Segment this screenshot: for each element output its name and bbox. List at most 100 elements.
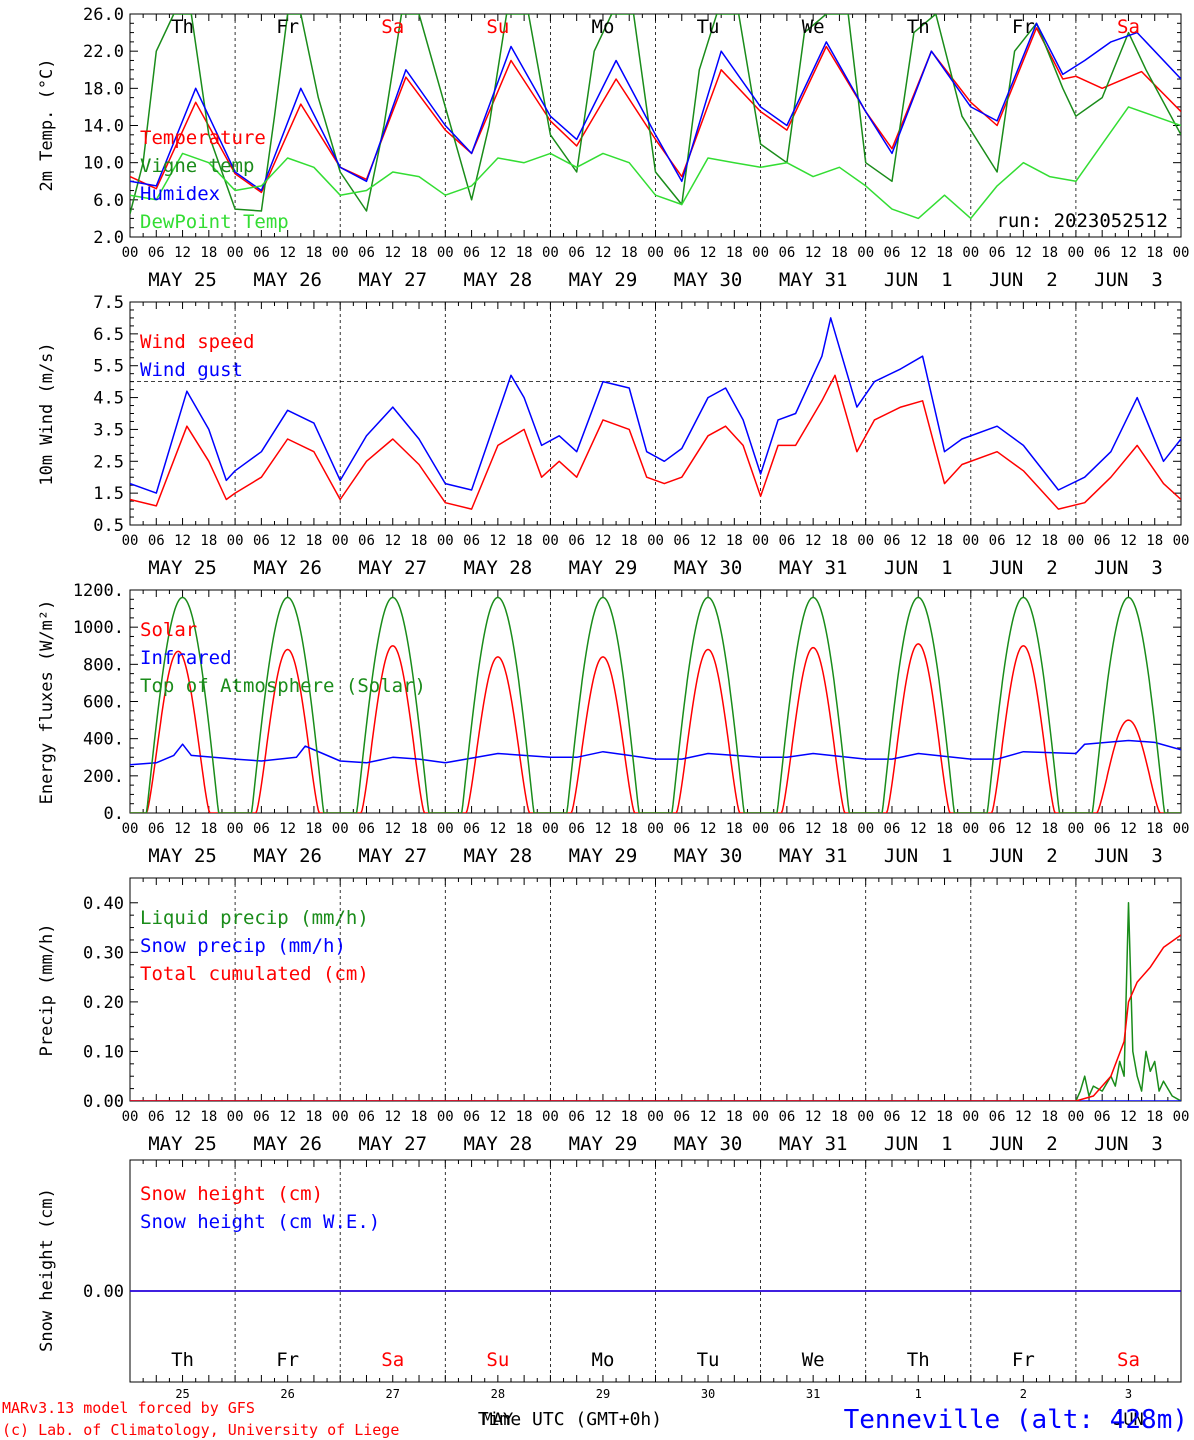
hour-label: 18 <box>726 1109 743 1125</box>
panel-energy: 0. 200. 400. 600. 800. 1000. 1200. Energy fluxe… <box>37 581 1189 867</box>
date-label: JUN 3 <box>1094 269 1163 291</box>
hour-label: 12 <box>279 245 296 261</box>
day-name-label: Su <box>486 1349 509 1371</box>
legend-entry: Top of Atmosphere (Solar) <box>140 675 426 697</box>
hour-label: 18 <box>831 821 848 837</box>
day-name-label: Th <box>907 16 930 38</box>
date-label: MAY 31 <box>779 557 848 579</box>
hour-label: 18 <box>411 533 428 549</box>
hour-label: 18 <box>1146 1109 1163 1125</box>
y-tick-label: 26.0 <box>83 5 124 25</box>
hour-label: 18 <box>305 533 322 549</box>
date-label: MAY 27 <box>358 269 427 291</box>
day-name-label: Th <box>171 16 194 38</box>
day-number-label: 28 <box>491 1387 505 1401</box>
y-axis-label: Energy fluxes (W/m²) <box>37 600 57 805</box>
hour-label: 06 <box>253 1109 270 1125</box>
hour-label: 06 <box>148 245 165 261</box>
day-number-label: 26 <box>280 1387 294 1401</box>
hour-label: 06 <box>989 1109 1006 1125</box>
hour-label: 00 <box>647 245 664 261</box>
hour-label: 06 <box>1094 821 1111 837</box>
series-line-liquid-precip-mm-h- <box>130 902 1181 1101</box>
y-tick-label: 14.0 <box>83 117 124 137</box>
legend-entry: Wind speed <box>140 331 254 353</box>
y-tick-label: 4.5 <box>93 389 124 409</box>
hour-label: 00 <box>227 1109 244 1125</box>
date-label: MAY 29 <box>569 557 638 579</box>
hour-label: 06 <box>673 533 690 549</box>
date-label: JUN 1 <box>884 557 953 579</box>
day-name-label: Mo <box>592 1349 615 1371</box>
hour-label: 06 <box>568 245 585 261</box>
hour-label: 18 <box>831 1109 848 1125</box>
y-tick-label: 6.0 <box>93 191 124 211</box>
hour-label: 12 <box>1120 821 1137 837</box>
hour-label: 00 <box>332 1109 349 1125</box>
y-tick-label: 0.30 <box>83 943 124 963</box>
panel-precip: 0.00 0.10 0.20 0.30 0.40 Precip (mm/h) 00 06 12 1… <box>37 877 1189 1155</box>
date-label: MAY 31 <box>779 1133 848 1155</box>
date-label: JUN 1 <box>884 269 953 291</box>
hour-label: 18 <box>1041 245 1058 261</box>
hour-label: 06 <box>673 821 690 837</box>
hour-label: 12 <box>910 821 927 837</box>
date-label: MAY 28 <box>464 1133 533 1155</box>
hour-label: 00 <box>437 533 454 549</box>
hour-label: 00 <box>647 821 664 837</box>
hour-label: 12 <box>174 533 191 549</box>
hour-label: 00 <box>1173 821 1190 837</box>
hour-label: 18 <box>621 821 638 837</box>
day-name-label: Fr <box>1012 1349 1035 1371</box>
hour-label: 12 <box>910 245 927 261</box>
y-tick-label: 200. <box>83 767 124 787</box>
legend-entry: Liquid precip (mm/h) <box>140 907 369 929</box>
date-label: JUN 3 <box>1094 1133 1163 1155</box>
hour-label: 18 <box>411 1109 428 1125</box>
hour-label: 00 <box>752 245 769 261</box>
day-name-label: Fr <box>1012 16 1035 38</box>
hour-label: 06 <box>1094 1109 1111 1125</box>
hour-label: 12 <box>700 1109 717 1125</box>
series-line-infrared <box>130 739 1181 766</box>
date-label: MAY 28 <box>464 269 533 291</box>
y-tick-label: 7.5 <box>93 293 124 313</box>
panel-temp: 2.0 6.0 10.0 14.0 18.0 22.0 26.0 2m Temp. (°C) 0… <box>37 5 1189 291</box>
date-label: MAY 25 <box>148 1133 217 1155</box>
hour-label: 12 <box>1015 821 1032 837</box>
hour-label: 06 <box>989 245 1006 261</box>
hour-label: 12 <box>489 533 506 549</box>
hour-label: 18 <box>200 533 217 549</box>
hour-label: 18 <box>1146 533 1163 549</box>
hour-label: 06 <box>253 533 270 549</box>
hour-label: 18 <box>1041 821 1058 837</box>
day-name-label: Sa <box>381 1349 404 1371</box>
hour-label: 00 <box>542 821 559 837</box>
series-line-wind-speed <box>130 374 1181 510</box>
legend-entry: DewPoint Temp <box>140 211 289 233</box>
run-annotation: run: 2023052512 <box>996 210 1168 232</box>
legend-entry: Vigne temp <box>140 155 254 177</box>
hour-label: 06 <box>358 821 375 837</box>
hour-label: 00 <box>752 533 769 549</box>
hour-label: 00 <box>227 533 244 549</box>
hour-label: 00 <box>1067 533 1084 549</box>
hour-label: 00 <box>962 821 979 837</box>
hour-label: 12 <box>805 533 822 549</box>
hour-label: 12 <box>174 821 191 837</box>
credit-line-2: (c) Lab. of Climatology, University of L… <box>2 1421 399 1439</box>
hour-label: 06 <box>884 245 901 261</box>
hour-label: 06 <box>673 1109 690 1125</box>
legend-entry: Infrared <box>140 647 232 669</box>
hour-label: 00 <box>857 245 874 261</box>
hour-label: 18 <box>305 245 322 261</box>
hour-label: 12 <box>805 821 822 837</box>
hour-label: 00 <box>647 533 664 549</box>
panel-wind: 0.5 1.5 2.5 3.5 4.5 5.5 6.5 7.5 10m Wind (m/s) 00… <box>37 293 1189 579</box>
series-line-humidex <box>130 22 1181 192</box>
y-tick-label: 3.5 <box>93 420 124 440</box>
hour-label: 00 <box>962 533 979 549</box>
hour-label: 06 <box>673 245 690 261</box>
day-number-label: 29 <box>596 1387 610 1401</box>
